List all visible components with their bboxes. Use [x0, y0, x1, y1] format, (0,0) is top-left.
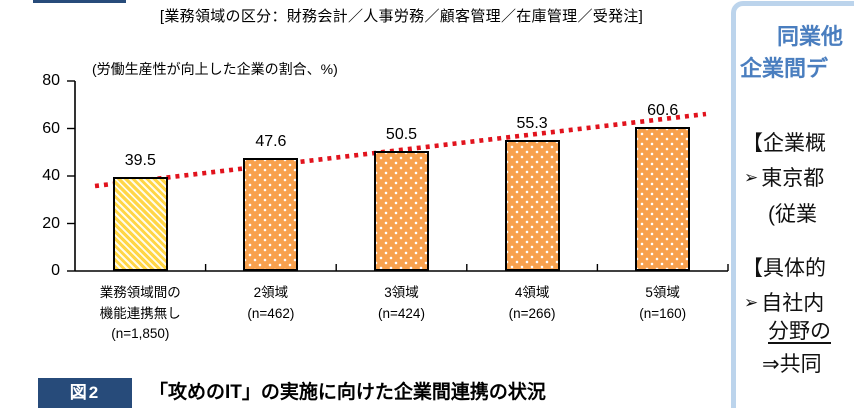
bar-1 — [112, 177, 168, 271]
trend-line-dotted — [94, 111, 707, 189]
category-label: 2領域 (n=462) — [247, 285, 295, 321]
category-label: 3領域 (n=424) — [378, 285, 425, 321]
y-tick-label: 0 — [51, 262, 60, 279]
bar-value-label: 50.5 — [385, 126, 418, 144]
arrow-bullet-icon: ➢ — [744, 168, 759, 187]
category-label: 5領域 (n=160) — [639, 285, 687, 321]
bar-value-label: 60.6 — [647, 102, 679, 120]
bar-2 — [243, 157, 299, 271]
panel-text-item: ➢ 自社内 — [744, 292, 825, 315]
bar-value-label: 55.3 — [516, 114, 548, 132]
y-tick-label: 20 — [42, 214, 60, 232]
panel-text-item: 【具体的 — [742, 257, 826, 280]
bar-3 — [374, 151, 429, 271]
x-axis-ticks — [204, 264, 729, 271]
panel-title-line1: 同業他 — [777, 24, 844, 49]
y-tick-label: 40 — [42, 167, 60, 184]
bar-4 — [504, 139, 560, 271]
figure2-title: 「攻めのIT」の実施に向けた企業間連携の状況 — [149, 382, 546, 403]
panel-text-item: ⇒共同 — [762, 353, 822, 376]
figure2-label-badge: 図2 — [38, 378, 132, 408]
panel-text-item: (従業 — [768, 203, 817, 226]
category-label: 業務領域間の 機能連携無し (n=1,850) — [99, 285, 181, 341]
business-domain-note: [業務領域の区分：財務会計／人事労務／顧客管理／在庫管理／受発注] — [159, 8, 644, 25]
category-label: 4領域 (n=266) — [508, 285, 556, 321]
bar-value-label: 47.6 — [255, 132, 287, 150]
arrow-bullet-icon: ➢ — [744, 293, 759, 312]
y-tick-label: 80 — [42, 72, 60, 89]
case-study-panel — [731, 1, 854, 408]
panel-text-item: 【企業概 — [742, 132, 826, 155]
bar-5 — [635, 127, 691, 271]
chart-axis-title: (労働生産性が向上した企業の割合、%) — [92, 61, 338, 77]
y-tick-label: 60 — [42, 119, 60, 137]
bar-value-label: 39.5 — [124, 152, 156, 170]
panel-title-line2: 企業間デ — [740, 56, 829, 81]
panel-text-item: ➢ 東京都 — [744, 167, 825, 190]
panel-text-item: 分野の — [768, 320, 831, 343]
cutoff-figure1-box-edge — [33, 0, 126, 3]
